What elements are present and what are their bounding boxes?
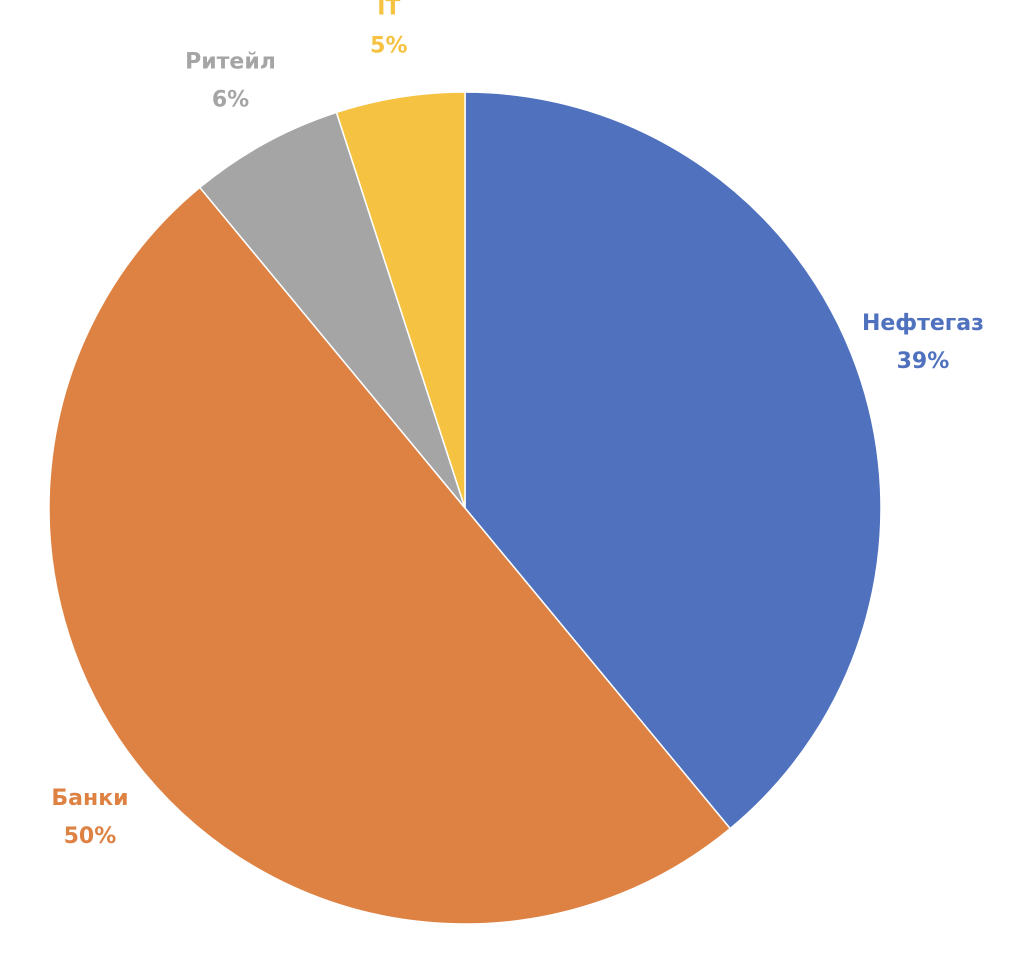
slice-value-label: 39% xyxy=(897,349,950,374)
pie-slice xyxy=(335,91,466,509)
slice-value-label: 6% xyxy=(212,87,249,112)
slice-label: Ритейл xyxy=(185,49,276,74)
slice-label: Банки xyxy=(51,786,128,811)
pie-slice xyxy=(198,111,466,509)
slice-value-label: 50% xyxy=(64,824,117,849)
pie-slice xyxy=(464,91,882,830)
slice-label: Нефтегаз xyxy=(862,311,984,336)
pie-slice xyxy=(48,186,732,925)
slice-label: IT xyxy=(377,0,400,20)
slice-value-label: 5% xyxy=(370,33,407,58)
